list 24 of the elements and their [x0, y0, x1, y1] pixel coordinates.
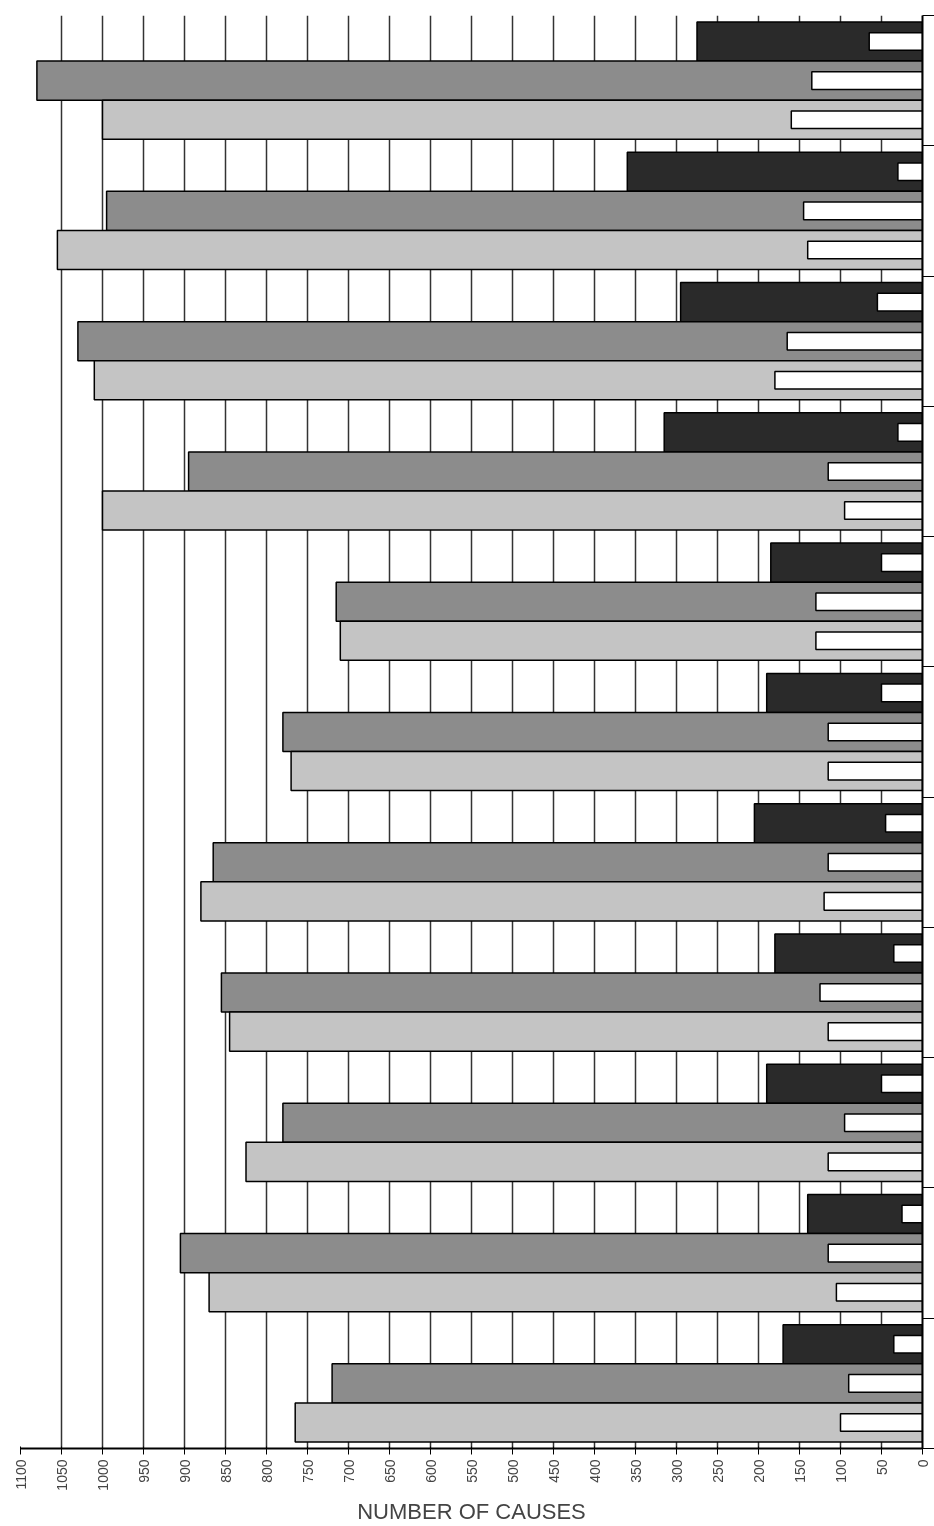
- x-tick-label: 0: [914, 1459, 931, 1468]
- x-tick-label: 50: [873, 1459, 890, 1476]
- x-tick-label: 800: [258, 1459, 275, 1483]
- x-tick-label: 600: [422, 1459, 439, 1483]
- x-tick-label: 300: [668, 1459, 685, 1483]
- x-tick-label: 1050: [53, 1459, 70, 1491]
- x-tick-label: 200: [750, 1459, 767, 1483]
- x-tick-label: 250: [709, 1459, 726, 1483]
- x-tick-label: 650: [381, 1459, 398, 1483]
- x-tick-label: 1000: [94, 1459, 111, 1491]
- x-tick-label: 850: [217, 1459, 234, 1483]
- x-tick-label: 350: [627, 1459, 644, 1483]
- x-tick-label: 950: [135, 1459, 152, 1483]
- x-tick-label: 100: [832, 1459, 849, 1483]
- x-tick-label: 450: [545, 1459, 562, 1483]
- x-axis-title: NUMBER OF CAUSES: [357, 1498, 586, 1524]
- x-tick-label: 550: [463, 1459, 480, 1483]
- x-tick-label: 750: [299, 1459, 316, 1483]
- x-tick-label: 700: [340, 1459, 357, 1483]
- x-tick-label: 150: [791, 1459, 808, 1483]
- x-tick-label: 400: [586, 1459, 603, 1483]
- x-tick-label: 500: [504, 1459, 521, 1483]
- x-tick-label: 1100: [12, 1459, 29, 1490]
- x-tick-label: 900: [176, 1459, 193, 1483]
